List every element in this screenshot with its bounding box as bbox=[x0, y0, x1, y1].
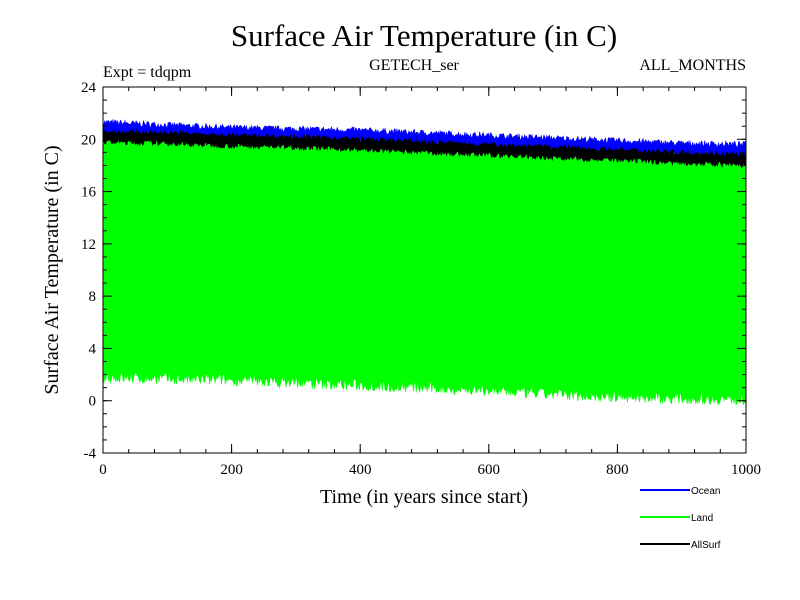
y-tick-label: -4 bbox=[84, 446, 97, 462]
legend-label-land: Land bbox=[691, 513, 713, 524]
y-tick-label: 20 bbox=[81, 132, 96, 148]
x-tick-label: 400 bbox=[349, 462, 372, 478]
legend: Ocean Land AllSurf bbox=[640, 486, 721, 551]
y-tick-label: 4 bbox=[89, 341, 97, 357]
experiment-label: Expt = tdqpm bbox=[103, 64, 192, 81]
y-tick-label: 8 bbox=[89, 289, 97, 305]
x-axis-label: Time (in years since start) bbox=[320, 486, 528, 508]
months-label: ALL_MONTHS bbox=[639, 57, 746, 74]
x-tick-label: 200 bbox=[220, 462, 243, 478]
x-tick-label: 1000 bbox=[731, 462, 761, 478]
x-tick-label: 600 bbox=[478, 462, 501, 478]
y-tick-label: 0 bbox=[89, 394, 97, 410]
x-tick-label: 800 bbox=[606, 462, 629, 478]
y-tick-label: 12 bbox=[81, 237, 96, 253]
plot-area bbox=[102, 119, 747, 406]
legend-label-allsurf: AllSurf bbox=[691, 540, 721, 551]
y-tick-label: 16 bbox=[81, 185, 97, 201]
legend-label-ocean: Ocean bbox=[691, 486, 720, 497]
y-tick-label: 24 bbox=[81, 80, 97, 96]
series-land-band bbox=[102, 133, 747, 406]
x-tick-label: 0 bbox=[99, 462, 107, 478]
dataset-label: GETECH_ser bbox=[369, 57, 459, 74]
y-axis-label: Surface Air Temperature (in C) bbox=[41, 145, 63, 394]
chart-title: Surface Air Temperature (in C) bbox=[231, 18, 617, 53]
